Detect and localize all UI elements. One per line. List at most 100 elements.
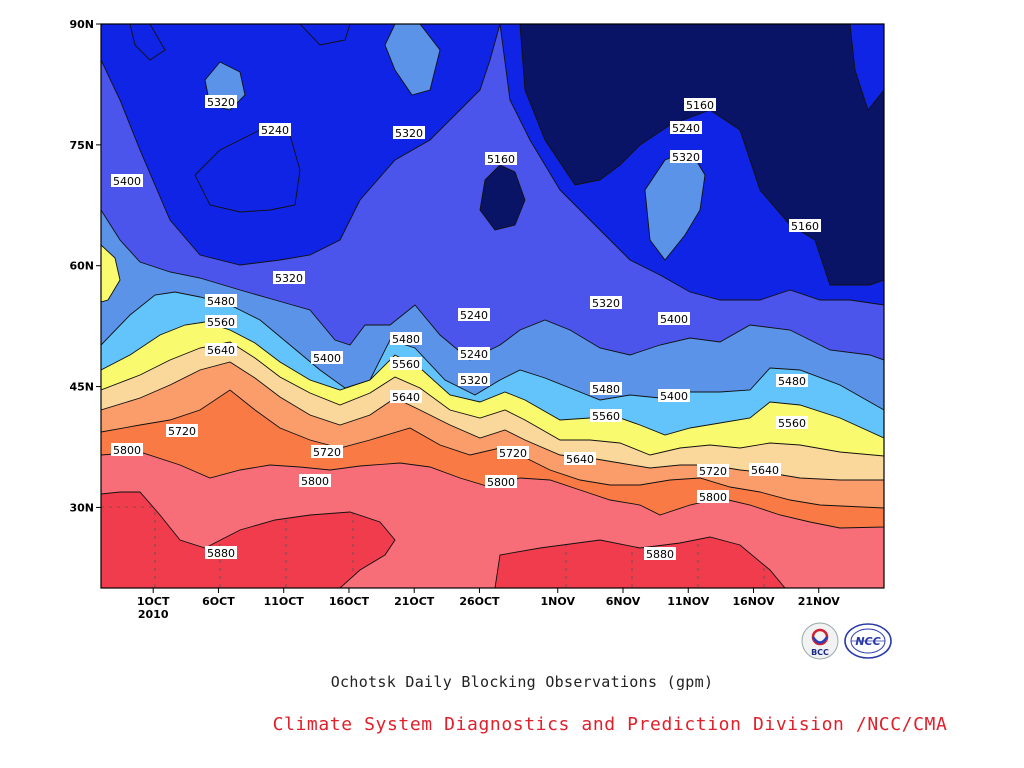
contour-label: 5800 [697, 490, 729, 504]
y-tick-label: 30N [69, 501, 94, 514]
contour-label-text: 5320 [395, 127, 423, 140]
contour-label: 5880 [205, 546, 237, 560]
contour-label-text: 5800 [487, 476, 515, 489]
x-tick-label: 6NOV [606, 595, 641, 608]
contour-label-bg [311, 445, 343, 458]
contour-label: 5320 [205, 95, 237, 109]
credit-line: Climate System Diagnostics and Predictio… [272, 714, 948, 735]
contour-label-bg [670, 150, 702, 163]
contour-label-bg [390, 332, 422, 345]
contour-label: 5640 [749, 463, 781, 477]
contour-label-bg [658, 389, 690, 402]
contour-label: 5400 [658, 312, 690, 326]
contour-label-bg [299, 474, 331, 487]
contour-label: 5480 [776, 374, 808, 388]
contour-label-bg [776, 374, 808, 387]
contour-label-bg [590, 409, 622, 422]
contour-label-text: 5720 [699, 465, 727, 478]
contour-label: 5880 [644, 547, 676, 561]
contour-label: 5560 [776, 416, 808, 430]
contour-label-bg [205, 95, 237, 108]
contour-label-text: 5320 [672, 151, 700, 164]
bcc-logo-icon: BCC [801, 622, 839, 660]
contour-label-text: 5160 [686, 99, 714, 112]
contour-label-text: 5640 [207, 344, 235, 357]
contour-label-bg [205, 294, 237, 307]
contour-label: 5240 [670, 121, 702, 135]
contour-label-bg [458, 373, 490, 386]
contour-label-bg [789, 219, 821, 232]
contour-label-bg [458, 308, 490, 321]
contour-label-bg [590, 382, 622, 395]
contour-label: 5560 [390, 357, 422, 371]
contour-label-bg [259, 123, 291, 136]
contour-label-text: 5480 [778, 375, 806, 388]
contour-label-text: 5320 [592, 297, 620, 310]
contour-label: 5640 [564, 452, 596, 466]
contour-label-bg [390, 390, 422, 403]
contour-label-bg [497, 446, 529, 459]
contour-label-text: 5240 [460, 348, 488, 361]
contour-label-text: 5560 [207, 316, 235, 329]
contour-label-text: 5400 [660, 313, 688, 326]
svg-text:NCC: NCC [855, 635, 880, 648]
x-year-label: 2010 [138, 608, 169, 621]
contour-label: 5720 [497, 446, 529, 460]
contour-label-text: 5560 [592, 410, 620, 423]
contour-label-bg [670, 121, 702, 134]
contour-label: 5640 [390, 390, 422, 404]
contour-label: 5160 [789, 219, 821, 233]
contour-label-text: 5880 [207, 547, 235, 560]
contour-label: 5240 [458, 308, 490, 322]
contour-label-bg [749, 463, 781, 476]
contour-label-bg [684, 98, 716, 111]
contour-label-bg [205, 546, 237, 559]
contour-label-text: 5800 [699, 491, 727, 504]
contour-label: 5320 [273, 271, 305, 285]
contour-label: 5800 [111, 443, 143, 457]
contour-label: 5320 [458, 373, 490, 387]
contour-label-bg [697, 490, 729, 503]
y-axis: 90N 75N 60N 45N 30N [69, 18, 101, 514]
contour-label-text: 5480 [207, 295, 235, 308]
contour-label: 5720 [697, 464, 729, 478]
contour-label-text: 5720 [499, 447, 527, 460]
contour-label: 5400 [311, 351, 343, 365]
contour-label: 5640 [205, 343, 237, 357]
contour-label-bg [205, 315, 237, 328]
contour-label-bg [166, 424, 198, 437]
contour-label-text: 5400 [313, 352, 341, 365]
contour-label-bg [205, 343, 237, 356]
contour-label-text: 5400 [113, 175, 141, 188]
x-tick-label: 16NOV [732, 595, 775, 608]
contour-label-text: 5560 [778, 417, 806, 430]
contour-label-bg [485, 152, 517, 165]
x-tick-label: 6OCT [202, 595, 235, 608]
contour-label-bg [776, 416, 808, 429]
y-tick-label: 90N [69, 18, 94, 31]
contour-label-bg [311, 351, 343, 364]
contour-label: 5800 [485, 475, 517, 489]
x-tick-label: 11NOV [667, 595, 710, 608]
y-tick-label: 60N [69, 260, 94, 273]
contour-label: 5400 [111, 174, 143, 188]
contour-label: 5320 [670, 150, 702, 164]
contour-label-text: 5720 [168, 425, 196, 438]
contour-label-bg [111, 443, 143, 456]
contour-label-text: 5640 [751, 464, 779, 477]
ncc-logo-icon: NCC [844, 623, 892, 659]
y-tick-label: 75N [69, 139, 94, 152]
contour-label-text: 5480 [592, 383, 620, 396]
contour-label-text: 5240 [460, 309, 488, 322]
contour-label-bg [658, 312, 690, 325]
contour-label-text: 5800 [113, 444, 141, 457]
contour-label-text: 5160 [487, 153, 515, 166]
contour-label-bg [111, 174, 143, 187]
contour-label: 5320 [393, 126, 425, 140]
contour-label-text: 5320 [460, 374, 488, 387]
contour-label-bg [393, 126, 425, 139]
contour-label-text: 5560 [392, 358, 420, 371]
contour-label-bg [590, 296, 622, 309]
